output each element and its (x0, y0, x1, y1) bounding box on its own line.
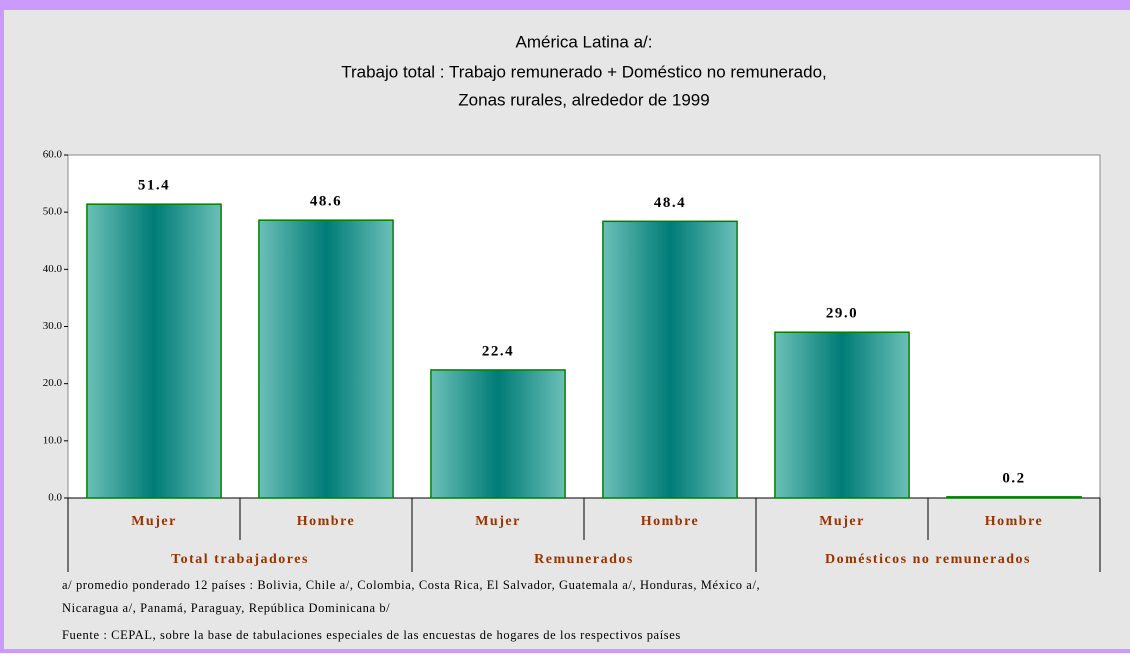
data-label: 51.4 (138, 178, 170, 194)
bar (946, 496, 1082, 499)
group-label: Total trabajadores (171, 552, 309, 567)
source: Fuente : CEPAL, sobre la base de tabulac… (62, 628, 681, 642)
footnote: Nicaragua a/, Panamá, Paraguay, Repúblic… (62, 601, 390, 615)
left-border (0, 0, 4, 653)
data-label: 0.2 (1002, 470, 1025, 486)
data-label: 48.6 (310, 194, 342, 210)
group-label: Domésticos no remunerados (825, 552, 1031, 567)
y-tick-label: 50.0 (43, 206, 63, 218)
x-tick-label: Hombre (985, 514, 1044, 529)
bar (258, 219, 394, 499)
x-tick-label: Hombre (641, 514, 700, 529)
bar (430, 369, 566, 499)
footnote: a/ promedio ponderado 12 países : Bolivi… (62, 578, 760, 592)
plot-area (67, 154, 1101, 499)
x-tick-label: Mujer (475, 514, 521, 529)
top-border (0, 0, 1130, 10)
bar (86, 203, 222, 499)
y-tick-label: 10.0 (43, 434, 63, 446)
y-tick-label: 40.0 (43, 263, 63, 275)
bar (602, 220, 738, 499)
data-label: 48.4 (654, 195, 686, 211)
x-tick-label: Mujer (819, 514, 865, 529)
data-label: 29.0 (826, 306, 858, 322)
chart-title: Zonas rurales, alrededor de 1999 (458, 90, 709, 109)
group-label: Remunerados (534, 552, 634, 567)
x-tick-label: Mujer (131, 514, 177, 529)
data-label: 22.4 (482, 343, 514, 359)
chart-title: Trabajo total : Trabajo remunerado + Dom… (341, 62, 827, 81)
bar (774, 331, 910, 499)
y-tick-label: 20.0 (43, 377, 63, 389)
bottom-border (0, 649, 1130, 653)
y-tick-label: 0.0 (48, 492, 62, 504)
chart-title: América Latina a/: (515, 32, 652, 51)
x-tick-label: Hombre (297, 514, 356, 529)
y-tick-label: 60.0 (43, 149, 63, 161)
y-tick-label: 30.0 (43, 320, 63, 332)
